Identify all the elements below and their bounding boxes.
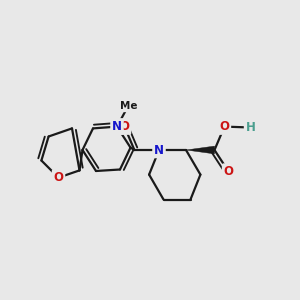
Text: H: H (246, 121, 255, 134)
Text: O: O (224, 165, 234, 178)
Text: O: O (53, 171, 64, 184)
Text: O: O (219, 120, 230, 133)
Text: O: O (119, 120, 130, 133)
Text: N: N (154, 143, 164, 157)
Text: N: N (112, 120, 122, 133)
Polygon shape (186, 146, 214, 154)
Text: Me: Me (120, 100, 137, 111)
